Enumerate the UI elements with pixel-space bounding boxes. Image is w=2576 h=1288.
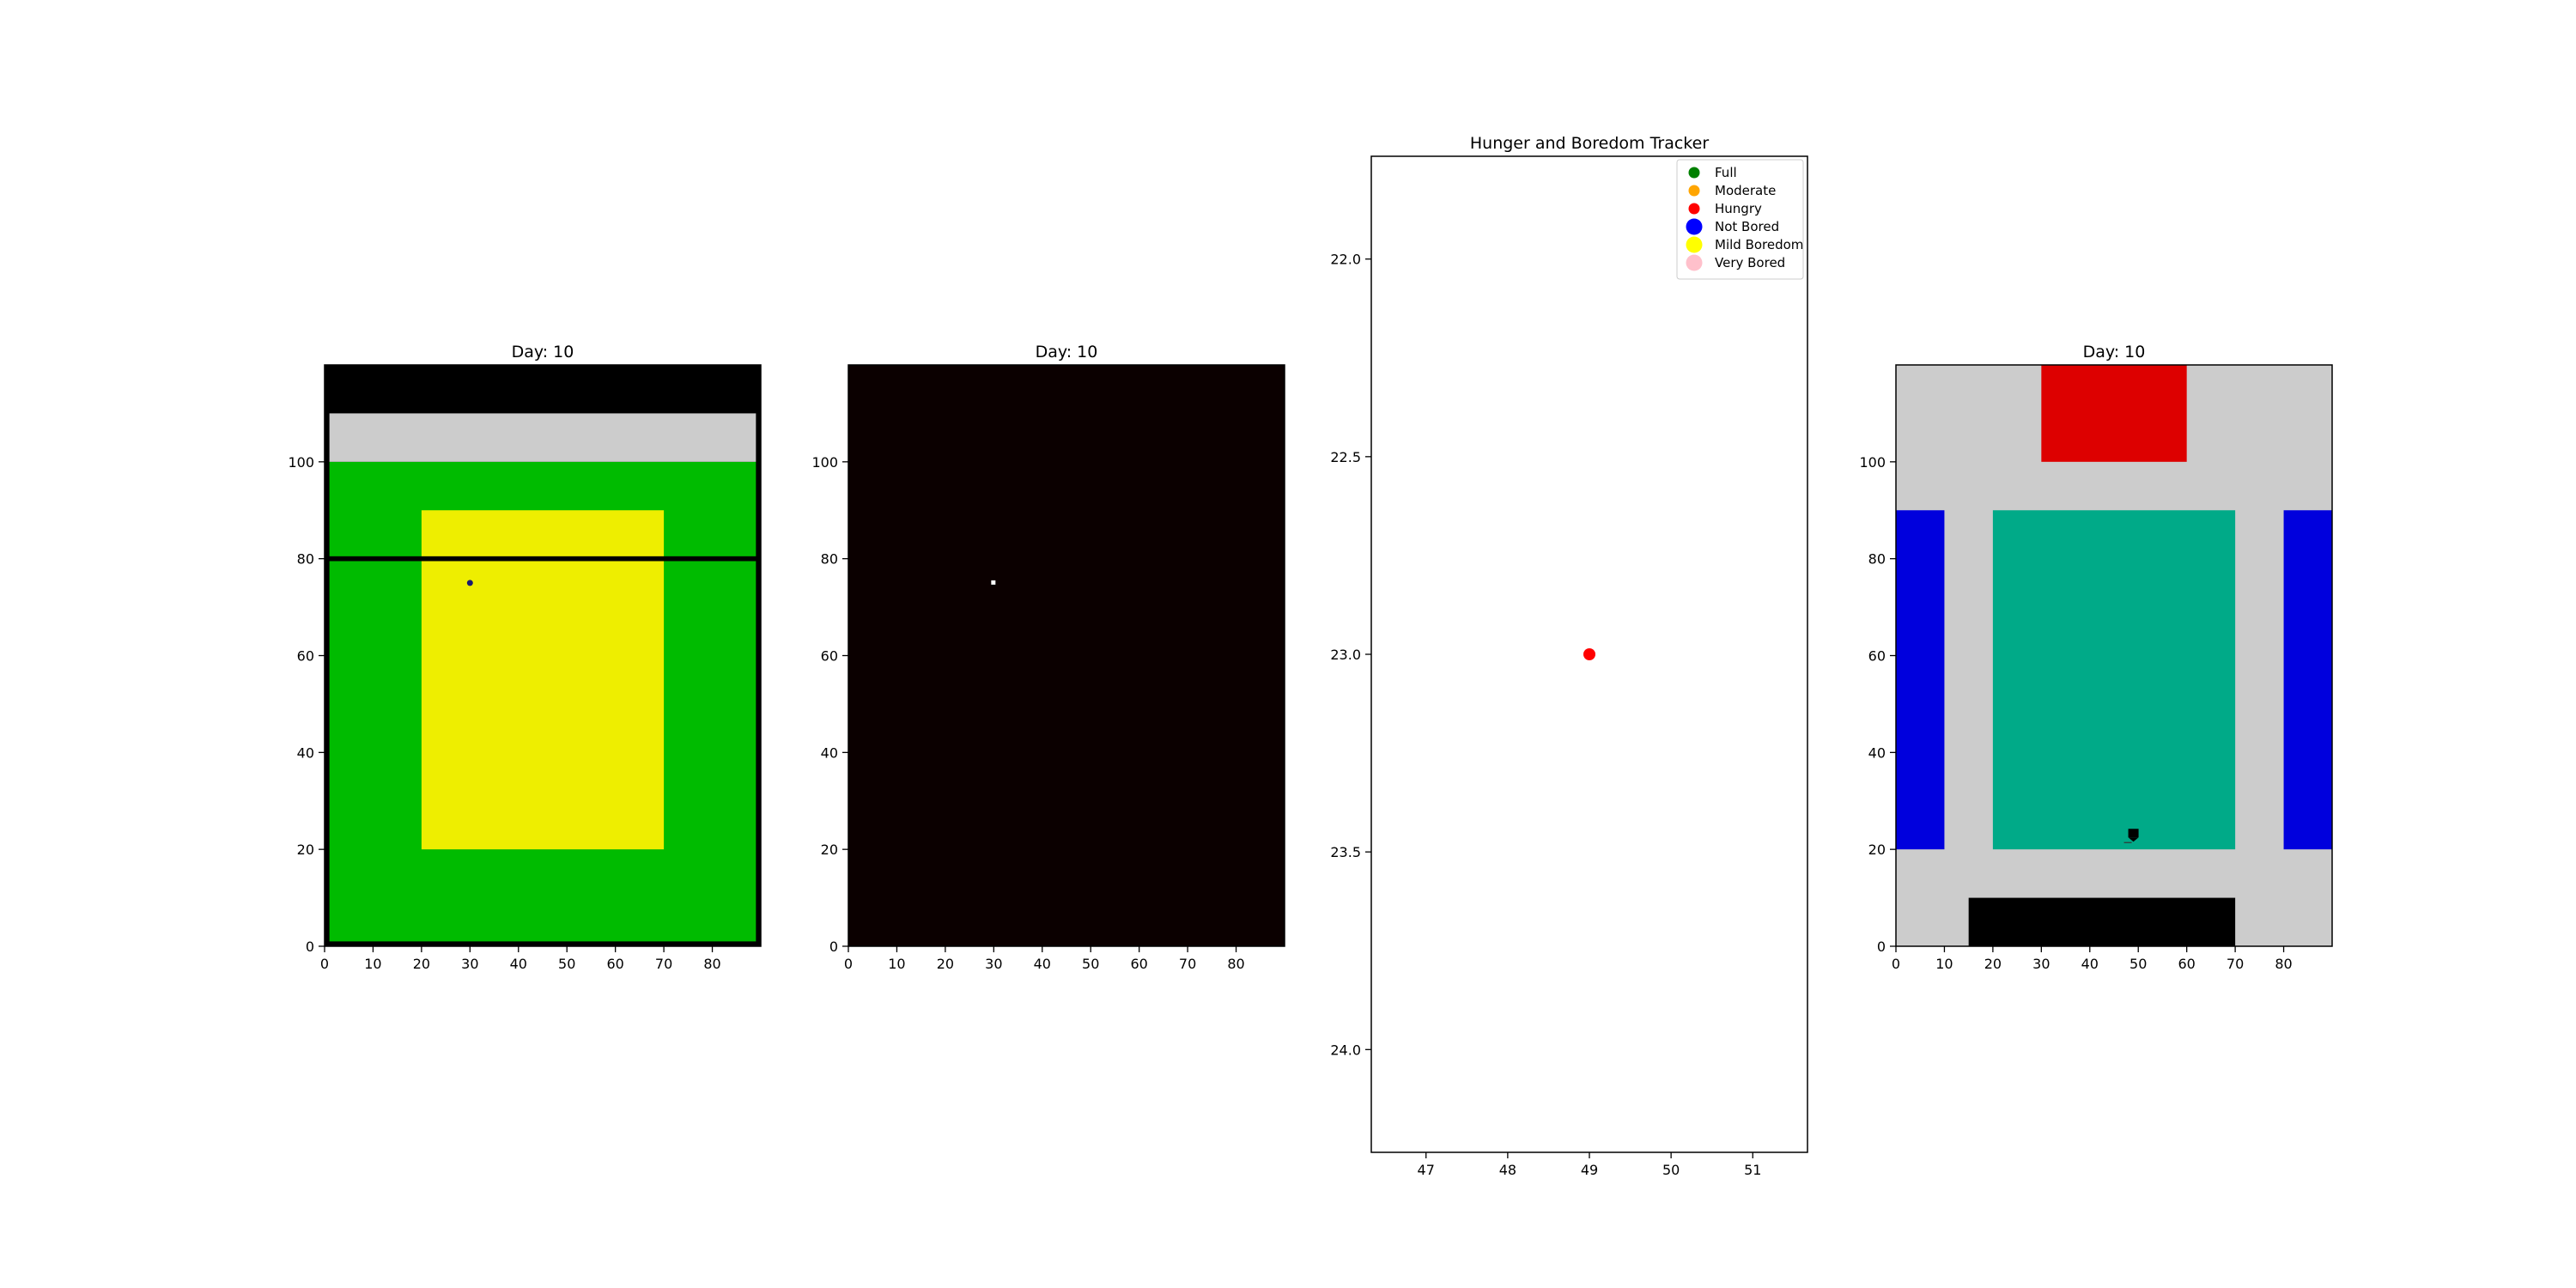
y-tick-label: 23.5 bbox=[1330, 844, 1361, 860]
y-tick-label: 40 bbox=[821, 744, 838, 761]
chart-title: Day: 10 bbox=[1036, 343, 1098, 361]
y-tick-label: 20 bbox=[1868, 841, 1886, 858]
y-tick-label: 100 bbox=[811, 454, 838, 471]
legend-marker bbox=[1688, 203, 1700, 215]
y-tick-label: 0 bbox=[306, 939, 314, 955]
legend-marker bbox=[1688, 167, 1700, 179]
region-center-zone bbox=[1992, 510, 2236, 850]
x-tick-label: 51 bbox=[1744, 1162, 1761, 1178]
x-tick-label: 70 bbox=[1179, 956, 1196, 972]
y-tick-label: 80 bbox=[297, 551, 314, 568]
x-tick-label: 40 bbox=[510, 956, 527, 972]
y-tick-label: 23.0 bbox=[1330, 647, 1361, 663]
chart-title: Hunger and Boredom Tracker bbox=[1470, 134, 1709, 153]
y-tick-label: 24.0 bbox=[1330, 1042, 1361, 1058]
y-tick-label: 100 bbox=[1859, 454, 1886, 471]
x-tick-label: 80 bbox=[2275, 956, 2292, 972]
x-tick-label: 47 bbox=[1418, 1162, 1435, 1178]
y-tick-label: 100 bbox=[288, 454, 314, 471]
region-left-zone bbox=[1896, 510, 1945, 850]
chart-panel-4: Day: 10 0 10 20 30 40 50 60 70 80 0 20 40 60 80 100 bbox=[1859, 343, 2333, 972]
x-tick-label: 50 bbox=[2129, 956, 2147, 972]
chart-title: Day: 10 bbox=[2083, 343, 2146, 361]
x-tick-label: 50 bbox=[1082, 956, 1099, 972]
x-tick-label: 50 bbox=[558, 956, 575, 972]
legend-label: Not Bored bbox=[1715, 219, 1779, 234]
x-tick-label: 10 bbox=[888, 956, 905, 972]
region-field bbox=[421, 510, 665, 850]
legend-label: Mild Boredom bbox=[1715, 237, 1803, 252]
legend-marker bbox=[1688, 185, 1700, 197]
x-tick-label: 80 bbox=[1227, 956, 1244, 972]
legend: Full Moderate Hungry Not Bored Mild Boredom V… bbox=[1676, 159, 1804, 280]
x-tick-label: 20 bbox=[937, 956, 954, 972]
x-tick-label: 80 bbox=[703, 956, 720, 972]
y-tick-label: 60 bbox=[1868, 648, 1886, 665]
y-tick-label: 40 bbox=[297, 744, 314, 761]
y-tick-label: 0 bbox=[1877, 939, 1886, 955]
x-tick-label: 40 bbox=[2081, 956, 2099, 972]
legend-label: Very Bored bbox=[1715, 255, 1785, 270]
legend-marker bbox=[1686, 218, 1703, 235]
y-tick-label: 20 bbox=[821, 841, 838, 858]
y-tick-label: 60 bbox=[821, 648, 838, 665]
x-tick-label: 20 bbox=[413, 956, 430, 972]
agent-marker bbox=[2128, 829, 2139, 838]
region-bottom-zone bbox=[2041, 365, 2187, 462]
y-tick-label: 60 bbox=[297, 648, 314, 665]
legend-box bbox=[1676, 159, 1804, 280]
y-tick-label: 20 bbox=[297, 841, 314, 858]
x-tick-label: 48 bbox=[1499, 1162, 1516, 1178]
x-tick-label: 10 bbox=[1935, 956, 1953, 972]
chart-panel-1: Day: 10 0 10 20 30 40 50 60 70 80 0 20 40 60 80 100 bbox=[288, 343, 762, 972]
x-tick-label: 20 bbox=[1984, 956, 2002, 972]
y-tick-label: 40 bbox=[1868, 744, 1886, 761]
y-tick-label: 80 bbox=[1868, 551, 1886, 568]
agent-marker-tail bbox=[2128, 837, 2139, 842]
legend-label: Moderate bbox=[1715, 183, 1776, 198]
x-tick-label: 10 bbox=[364, 956, 381, 972]
region-path bbox=[329, 413, 756, 462]
y-tick-label: 80 bbox=[821, 551, 838, 568]
chart-panel-2: Day: 10 0 10 20 30 40 50 60 70 80 0 20 40 60 80 100 bbox=[811, 343, 1285, 972]
region-top-zone bbox=[1968, 897, 2236, 946]
x-tick-label: 50 bbox=[1662, 1162, 1680, 1178]
region-fence bbox=[325, 556, 761, 562]
agent-pixel bbox=[991, 580, 996, 585]
agent-dot bbox=[466, 580, 473, 586]
x-tick-label: 60 bbox=[606, 956, 623, 972]
y-tick-label: 22.5 bbox=[1330, 449, 1361, 465]
data-point bbox=[1583, 648, 1595, 660]
x-tick-label: 0 bbox=[320, 956, 329, 972]
x-tick-label: 30 bbox=[2032, 956, 2050, 972]
region-background bbox=[848, 365, 1285, 946]
x-tick-label: 49 bbox=[1581, 1162, 1598, 1178]
x-tick-label: 70 bbox=[655, 956, 672, 972]
x-tick-label: 40 bbox=[1034, 956, 1051, 972]
x-tick-label: 0 bbox=[844, 956, 853, 972]
chart-title: Day: 10 bbox=[512, 343, 574, 361]
legend-label: Full bbox=[1715, 165, 1737, 180]
x-tick-label: 30 bbox=[985, 956, 1002, 972]
legend-marker bbox=[1686, 236, 1703, 253]
x-tick-label: 60 bbox=[2178, 956, 2195, 972]
x-tick-label: 70 bbox=[2227, 956, 2244, 972]
legend-label: Hungry bbox=[1715, 201, 1762, 216]
chart-panel-3: Hunger and Boredom Tracker 47 48 49 50 51 22.0… bbox=[1330, 134, 1808, 1178]
x-tick-label: 0 bbox=[1892, 956, 1900, 972]
x-tick-label: 60 bbox=[1130, 956, 1147, 972]
y-tick-label: 22.0 bbox=[1330, 252, 1361, 268]
legend-marker bbox=[1686, 254, 1703, 271]
region-right-zone bbox=[2283, 510, 2332, 850]
y-tick-label: 0 bbox=[829, 939, 838, 955]
x-tick-label: 30 bbox=[461, 956, 478, 972]
